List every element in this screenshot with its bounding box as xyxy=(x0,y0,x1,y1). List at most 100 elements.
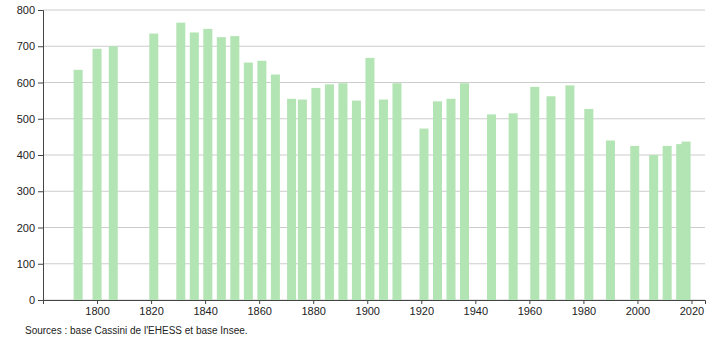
tick-label: 500 xyxy=(17,113,35,125)
tick: 600 xyxy=(17,77,43,89)
tick-mark xyxy=(367,300,368,304)
tick-mark xyxy=(38,10,43,11)
tick: 200 xyxy=(17,222,43,234)
bar xyxy=(546,96,555,300)
bar xyxy=(584,109,593,300)
tick-label: 1860 xyxy=(247,305,271,317)
tick-label: 2020 xyxy=(680,305,704,317)
tick-mark xyxy=(38,83,43,84)
bar xyxy=(230,36,239,300)
tick-label: 700 xyxy=(17,40,35,52)
bar xyxy=(203,29,212,300)
tick-mark xyxy=(38,300,43,301)
tick-label: 2000 xyxy=(626,305,650,317)
tick: 500 xyxy=(17,113,43,125)
tick-label: 0 xyxy=(29,294,35,306)
tick: 100 xyxy=(17,258,43,270)
grid-line xyxy=(43,46,705,47)
source: Sources : base Cassini de l'EHESS et bas… xyxy=(25,325,248,336)
bar xyxy=(460,83,469,300)
tick-label: 1940 xyxy=(464,305,488,317)
chart: 0 100 200 300 400 500 600 700 800 1800 1820 1840 186… xyxy=(0,0,710,340)
tick-mark xyxy=(529,300,530,304)
tick-label: 600 xyxy=(17,77,35,89)
tick: 400 xyxy=(17,149,43,161)
bar xyxy=(271,75,280,300)
bar xyxy=(447,99,456,300)
axis-line xyxy=(44,301,706,305)
bar xyxy=(176,23,185,300)
bar xyxy=(379,100,388,300)
bar xyxy=(93,49,102,300)
bar xyxy=(325,84,334,300)
tick: 1820 xyxy=(139,300,163,317)
tick-mark xyxy=(38,46,43,47)
bar xyxy=(565,85,574,300)
bar xyxy=(298,100,307,300)
tick-mark xyxy=(97,300,98,304)
tick: 1800 xyxy=(85,300,109,317)
tick-label: 100 xyxy=(17,258,35,270)
tick: 2020 xyxy=(680,300,704,317)
bar xyxy=(244,63,253,300)
bar xyxy=(392,83,401,300)
bar xyxy=(74,70,83,300)
tick-mark xyxy=(583,300,584,304)
tick: 1840 xyxy=(193,300,217,317)
tick-mark xyxy=(38,264,43,265)
bar xyxy=(217,37,226,300)
bar xyxy=(419,129,428,300)
tick-mark xyxy=(691,300,692,304)
bar xyxy=(487,114,496,300)
tick: 1860 xyxy=(247,300,271,317)
tick-label: 800 xyxy=(17,4,35,16)
bar xyxy=(649,155,658,300)
bar xyxy=(109,46,118,300)
tick-mark xyxy=(205,300,206,304)
tick-label: 1980 xyxy=(572,305,596,317)
tick: 1980 xyxy=(572,300,596,317)
tick-mark xyxy=(38,228,43,229)
tick-label: 1920 xyxy=(410,305,434,317)
tick: 1960 xyxy=(518,300,542,317)
tick-label: 300 xyxy=(17,185,35,197)
tick-mark xyxy=(421,300,422,304)
tick-label: 1840 xyxy=(193,305,217,317)
tick-mark xyxy=(38,191,43,192)
tick-mark xyxy=(38,119,43,120)
tick-label: 1960 xyxy=(518,305,542,317)
grid xyxy=(43,10,705,300)
bar xyxy=(257,61,266,300)
tick-label: 400 xyxy=(17,149,35,161)
bar xyxy=(338,83,347,300)
bar xyxy=(365,58,374,300)
bar xyxy=(530,87,539,300)
tick-label: 1900 xyxy=(356,305,380,317)
bar xyxy=(149,34,158,300)
tick: 1900 xyxy=(356,300,380,317)
bar xyxy=(682,142,691,300)
axis-line xyxy=(38,11,44,301)
tick-label: 200 xyxy=(17,222,35,234)
tick: 1880 xyxy=(301,300,325,317)
grid-line xyxy=(43,10,705,11)
bar xyxy=(352,101,361,300)
tick-label: 1800 xyxy=(85,305,109,317)
tick-mark xyxy=(38,155,43,156)
tick: 800 xyxy=(17,4,43,16)
tick: 300 xyxy=(17,185,43,197)
bars xyxy=(74,23,691,300)
plot: 0 100 200 300 400 500 600 700 800 1800 1820 1840 186… xyxy=(17,4,706,317)
tick-mark xyxy=(313,300,314,304)
tick: 1940 xyxy=(464,300,488,317)
tick: 1920 xyxy=(410,300,434,317)
tick: 0 xyxy=(29,294,43,306)
tick-label: 1820 xyxy=(139,305,163,317)
bar xyxy=(509,113,518,300)
bar xyxy=(190,32,199,300)
tick-mark xyxy=(151,300,152,304)
tick-mark xyxy=(259,300,260,304)
tick-label: 1880 xyxy=(301,305,325,317)
bar xyxy=(311,88,320,300)
bar xyxy=(606,141,615,301)
